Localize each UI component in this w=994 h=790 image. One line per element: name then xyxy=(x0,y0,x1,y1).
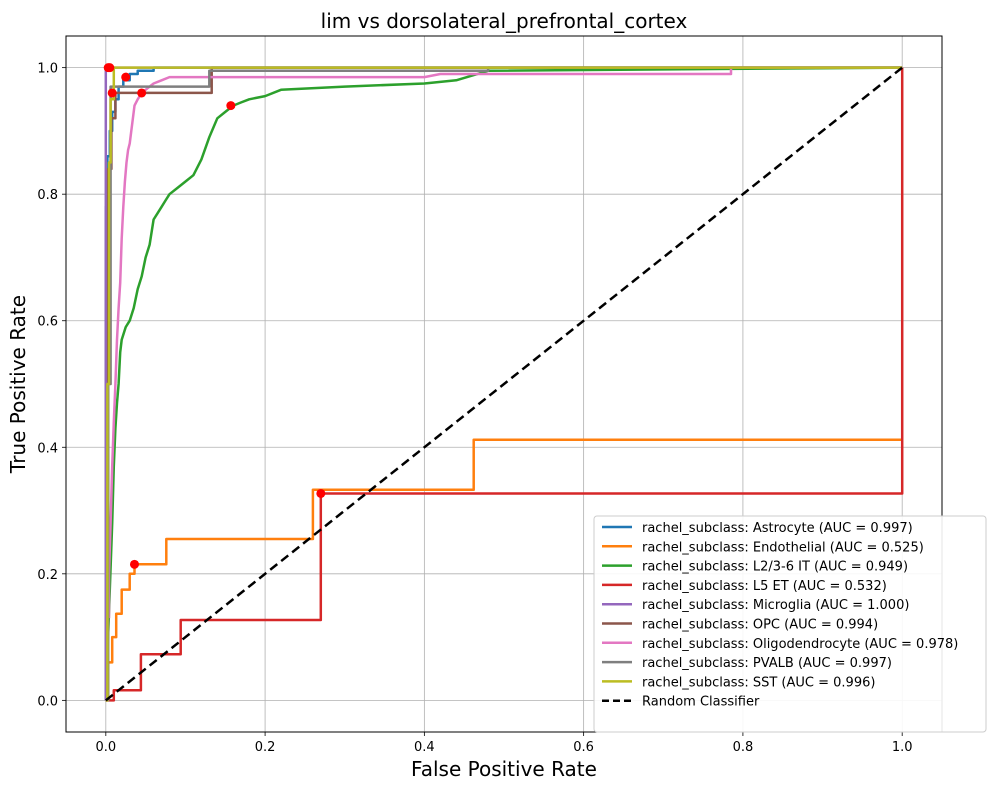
optimal-point xyxy=(137,88,147,98)
legend-label: rachel_subclass: OPC (AUC = 0.994) xyxy=(642,618,878,633)
legend-label: rachel_subclass: L2/3-6 IT (AUC = 0.949) xyxy=(642,560,908,575)
legend-label: rachel_subclass: Oligodendrocyte (AUC = … xyxy=(642,637,958,652)
optimal-points xyxy=(103,63,326,569)
y-tick-label: 0.8 xyxy=(37,188,58,203)
chart-title: lim vs dorsolateral_prefrontal_cortex xyxy=(321,9,688,33)
legend-label: rachel_subclass: Microglia (AUC = 1.000) xyxy=(642,598,909,613)
optimal-point xyxy=(316,488,326,498)
series-line-9 xyxy=(105,66,903,702)
y-tick-label: 0.4 xyxy=(37,441,58,456)
y-ticks: 0.0 0.2 0.4 0.6 0.8 1.0 xyxy=(37,62,66,709)
optimal-point xyxy=(129,559,139,569)
optimal-point xyxy=(226,101,236,111)
y-tick-label: 0.6 xyxy=(37,315,58,330)
legend-label: rachel_subclass: SST (AUC = 0.996) xyxy=(642,675,875,690)
optimal-point xyxy=(105,63,115,73)
x-ticks: 0.0 0.2 0.4 0.6 0.8 1.0 xyxy=(95,732,913,755)
x-tick-label: 0.6 xyxy=(573,740,594,755)
optimal-point xyxy=(121,72,131,82)
x-axis-label: False Positive Rate xyxy=(411,757,597,781)
series-line-8 xyxy=(105,66,903,702)
legend-label: rachel_subclass: L5 ET (AUC = 0.532) xyxy=(642,579,887,594)
optimal-point xyxy=(107,88,117,98)
series-line-0 xyxy=(104,66,903,701)
legend-label: Random Classifier xyxy=(642,695,760,710)
series-line-2 xyxy=(104,66,903,701)
y-axis-label: True Positive Rate xyxy=(6,295,30,474)
x-tick-label: 0.2 xyxy=(255,740,276,755)
x-tick-label: 0.8 xyxy=(733,740,754,755)
series-line-3 xyxy=(105,67,904,702)
x-tick-label: 1.0 xyxy=(892,740,913,755)
legend-box xyxy=(593,515,987,733)
legend-label: rachel_subclass: Astrocyte (AUC = 0.997) xyxy=(642,521,913,536)
x-tick-label: 0.0 xyxy=(95,740,116,755)
legend: rachel_subclass: Astrocyte (AUC = 0.997)… xyxy=(593,515,987,733)
legend-label: rachel_subclass: Endothelial (AUC = 0.52… xyxy=(642,540,924,555)
legend-label: rachel_subclass: PVALB (AUC = 0.997) xyxy=(642,656,892,671)
plot-frame xyxy=(65,35,943,733)
x-tick-label: 0.4 xyxy=(414,740,435,755)
series-line-1 xyxy=(105,438,903,702)
y-tick-label: 1.0 xyxy=(37,62,58,77)
y-tick-label: 0.2 xyxy=(37,568,58,583)
y-tick-label: 0.0 xyxy=(37,694,58,709)
series-line-6 xyxy=(107,66,903,619)
